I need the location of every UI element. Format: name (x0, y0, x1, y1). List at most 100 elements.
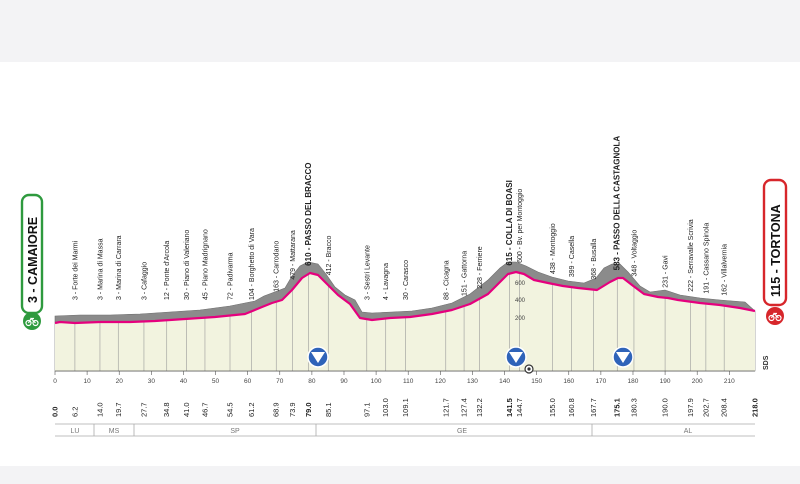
region-label: LU (71, 428, 80, 435)
distance-label: 97.1 (362, 402, 371, 417)
km-label: 160 (563, 378, 574, 385)
waypoint-label: 3 - Marina di Carrara (116, 235, 123, 300)
distance-label: 46.7 (200, 402, 209, 417)
km-label: 10 (83, 378, 91, 385)
distance-label: 61.2 (247, 402, 256, 417)
distance-label: 160.8 (567, 398, 576, 417)
waypoint-label: 88 - Cicagna (443, 260, 450, 300)
sds-logo: SDS (763, 355, 770, 370)
waypoint-label: 600 - Bv. per Montoggio (517, 189, 524, 263)
elev-tick: 200 (515, 316, 526, 322)
distance-label: 132.2 (475, 398, 484, 417)
top-band (0, 0, 800, 62)
distance-label: 41.0 (182, 402, 191, 417)
distance-label: 127.4 (460, 398, 469, 417)
distance-label: 190.0 (661, 398, 670, 417)
distance-label: 14.0 (95, 402, 104, 417)
distance-label: 141.5 (505, 398, 514, 417)
waypoint-label: 4 - Lavagna (383, 263, 390, 300)
distance-label: 73.9 (288, 402, 297, 417)
waypoint-label: 615 - COLLA DI BOASI (505, 180, 514, 266)
region-label: GE (457, 428, 467, 435)
km-label: 80 (308, 378, 316, 385)
gpm-badge-passo-della-castagnola[interactable] (612, 346, 634, 368)
waypoint-label: 222 - Serravalle Scrivia (688, 219, 695, 291)
distance-label: 208.4 (720, 398, 729, 417)
waypoint-label: 3 - Sestri Levante (364, 245, 371, 300)
km-label: 40 (180, 378, 188, 385)
km-label: 140 (499, 378, 510, 385)
waypoint-label: 151 - Gattorna (462, 251, 469, 296)
distance-label: 109.1 (401, 398, 410, 417)
distance-label: 167.7 (589, 398, 598, 417)
distance-axis: 0.0 6.2 14.0 19.7 27.7 34.8 41.0 46.7 54.5 61.2 68… (51, 398, 760, 417)
waypoint-label: 30 - Piano di Valeriano (184, 230, 191, 300)
waypoint-label: 45 - Piano Madrignano (202, 229, 209, 300)
distance-label: 103.0 (381, 398, 390, 417)
waypoint-label: 3 - Forte dei Marmi (72, 240, 79, 300)
km-label: 0 (53, 378, 57, 385)
waypoint-label: 163 - Carrodano (274, 241, 281, 292)
intermediate-sprint-icon (524, 364, 534, 374)
distance-label: 202.7 (701, 398, 710, 417)
start-label: 3 - CAMAIORE (26, 217, 40, 303)
km-label: 30 (148, 378, 156, 385)
region-label: SP (230, 428, 240, 435)
gpm-badge-passo-del-bracco[interactable] (307, 346, 329, 368)
km-label: 170 (595, 378, 606, 385)
waypoint-label: 368 - Busalla (591, 239, 598, 280)
km-label: 130 (467, 378, 478, 385)
distance-label: 79.0 (304, 402, 313, 417)
km-label: 50 (212, 378, 220, 385)
gpm-badge-colla-di-boasi[interactable] (505, 346, 527, 368)
waypoint-label: 348 - Voltaggio (631, 230, 638, 277)
waypoint-label: 3 - Cafaggio (141, 262, 148, 300)
distance-label: 218.0 (751, 398, 760, 417)
finish-bike-icon (766, 307, 784, 325)
region-label: AL (684, 428, 693, 435)
waypoint-lines (74, 272, 725, 371)
waypoint-labels: 3 - Forte dei Marmi 3 - Marina di Massa 3 … (72, 136, 728, 300)
waypoint-label: 228 - Ferriere (477, 246, 484, 289)
waypoint-label: 412 - Bracco (326, 235, 333, 275)
region-bar: LU MS SP GE AL (55, 423, 755, 437)
km-label: 180 (628, 378, 639, 385)
distance-label: 144.7 (515, 398, 524, 417)
distance-label: 6.2 (70, 407, 79, 417)
distance-label: 121.7 (441, 398, 450, 417)
elev-tick: 400 (515, 298, 526, 304)
km-label: 20 (116, 378, 124, 385)
km-label: 120 (435, 378, 446, 385)
distance-label: 0.0 (51, 407, 60, 417)
elevation-ticks: 600 400 200 (515, 281, 526, 322)
region-label: MS (109, 428, 120, 435)
waypoint-label: 3 - Marina di Massa (97, 238, 104, 300)
waypoint-label: 583 - PASSO DELLA CASTAGNOLA (613, 136, 622, 271)
km-label: 150 (531, 378, 542, 385)
elev-tick: 600 (515, 281, 526, 287)
distance-label: 197.9 (686, 398, 695, 417)
km-label: 210 (724, 378, 735, 385)
waypoint-label: 231 - Gavi (663, 255, 670, 288)
waypoint-label: 12 - Ponte d'Arcola (164, 241, 171, 300)
waypoint-label: 438 - Montoggio (550, 223, 557, 274)
waypoint-label: 30 - Carasco (403, 260, 410, 300)
distance-label: 175.1 (613, 398, 622, 417)
km-label: 110 (403, 378, 414, 385)
km-label: 70 (276, 378, 284, 385)
waypoint-label: 610 - PASSO DEL BRACCO (304, 163, 313, 266)
km-label: 200 (692, 378, 703, 385)
distance-label: 34.8 (162, 402, 171, 417)
distance-label: 180.3 (629, 398, 638, 417)
distance-label: 54.5 (226, 402, 235, 417)
start-bike-icon (23, 312, 41, 330)
distance-label: 19.7 (114, 402, 123, 417)
distance-label: 27.7 (139, 402, 148, 417)
km-label: 190 (660, 378, 671, 385)
km-label: 90 (340, 378, 348, 385)
waypoint-label: 191 - Cassano Spinola (703, 223, 710, 294)
distance-label: 155.0 (548, 398, 557, 417)
km-label: 100 (371, 378, 382, 385)
finish-banner: 115 - TORTONA (762, 178, 788, 325)
